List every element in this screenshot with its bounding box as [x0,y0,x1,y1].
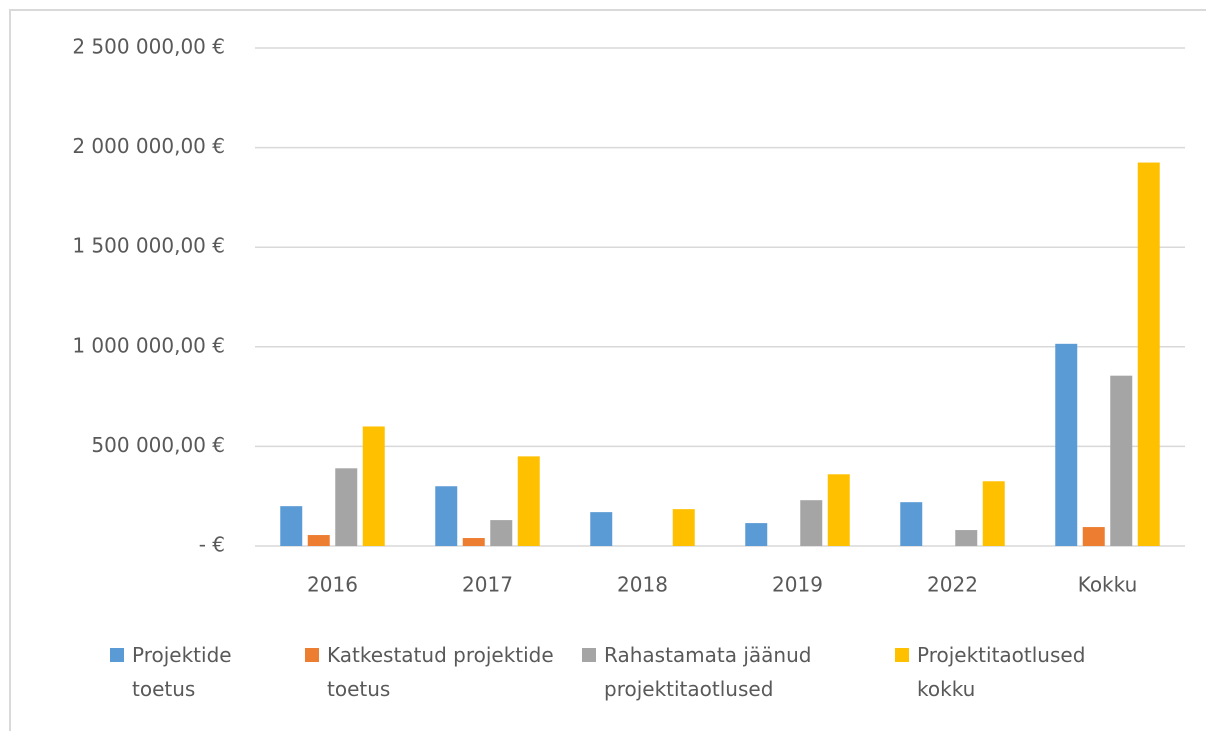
bar [672,509,695,546]
bar [590,512,613,546]
bar [517,456,540,546]
x-tick-label: 2016 [307,573,358,597]
legend-label: Projektide toetus [132,643,232,701]
bar [800,500,823,546]
legend-swatch [895,648,909,662]
bar [1082,527,1105,546]
legend-swatch [305,648,319,662]
bar [1110,375,1133,546]
bar [955,530,978,546]
legend-swatch [582,648,596,662]
legend-label: Katkestatud projektide toetus [327,643,554,701]
chart-frame [9,9,1206,731]
x-tick-label: 2019 [772,573,823,597]
bar [490,520,513,546]
bar [335,468,358,546]
bar [827,474,850,546]
y-tick-label: 2 000 000,00 € [72,134,225,158]
bar [280,506,303,546]
legend-swatch [110,648,124,662]
y-tick-label: 500 000,00 € [91,433,225,457]
bar [362,426,385,546]
bar [462,538,485,546]
x-tick-label: 2017 [462,573,513,597]
x-tick-label: 2018 [617,573,668,597]
x-tick-label: Kokku [1078,573,1138,597]
bar [745,523,768,546]
bar [900,502,923,546]
bar [982,481,1005,546]
bar [435,486,458,546]
bar [307,535,330,546]
bar [1055,343,1078,546]
y-tick-label: - € [199,533,225,557]
legend-label: Rahastamata jäänud projektitaotlused [604,643,812,701]
bar [1137,162,1160,547]
y-tick-label: 1 500 000,00 € [72,234,225,258]
y-tick-label: 2 500 000,00 € [72,35,225,59]
x-tick-label: 2022 [927,573,978,597]
legend-label: Projektitaotlused kokku [917,643,1086,701]
y-tick-label: 1 000 000,00 € [72,333,225,357]
